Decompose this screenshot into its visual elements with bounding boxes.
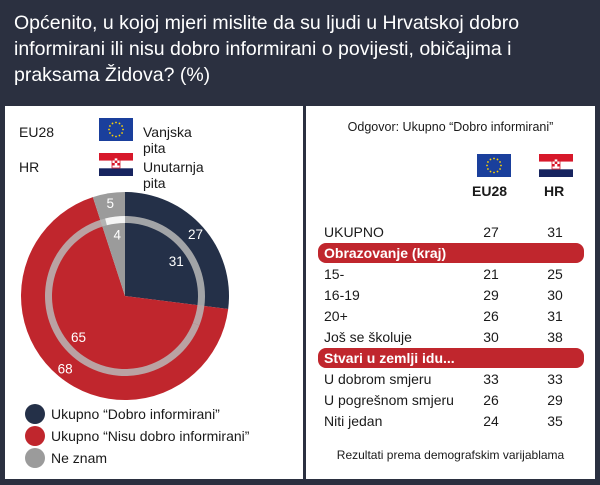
- data-label-hr-neznam: 4: [113, 227, 121, 242]
- col-header-hr: HR: [544, 183, 565, 199]
- legend-swatch-dobro: [25, 404, 45, 424]
- row-value-eu28: 27: [483, 224, 499, 240]
- row-value-hr: 35: [547, 413, 563, 429]
- data-label-hr-nisu: 65: [71, 330, 86, 345]
- row-label: U pogrešnom smjeru: [324, 392, 454, 408]
- ring-segment-hr-neznam: [105, 216, 125, 226]
- row-value-hr: 30: [547, 287, 563, 303]
- row-value-eu28: 26: [483, 392, 499, 408]
- eu-flag-icon: [477, 154, 511, 182]
- table-row: UKUPNO 27 31: [306, 221, 595, 242]
- left-panel: EU28 Vanjska pita HR Unutarnja pita 27 68…: [5, 106, 303, 479]
- table-row: 15- 21 25: [306, 263, 595, 284]
- row-value-eu28: 33: [483, 371, 499, 387]
- row-value-eu28: 30: [483, 329, 499, 345]
- data-label-hr-dobro: 31: [169, 254, 184, 269]
- row-label: 20+: [324, 308, 348, 324]
- table-row: Još se školuje 30 38: [306, 326, 595, 347]
- row-value-eu28: 29: [483, 287, 499, 303]
- eu-flag-icon: [99, 118, 133, 144]
- pie-slice-eu28-dobro: [125, 192, 229, 310]
- row-value-hr: 25: [547, 266, 563, 282]
- legend-hr-code: HR: [19, 159, 40, 175]
- croatia-flag-icon: [99, 153, 133, 179]
- right-panel: Odgovor: Ukupno “Dobro informirani” EU28…: [306, 106, 595, 479]
- row-value-hr: 38: [547, 329, 563, 345]
- table-row: Niti jedan 24 35: [306, 410, 595, 431]
- legend-swatch-nisu: [25, 426, 45, 446]
- data-label-eu28-dobro: 27: [188, 227, 203, 242]
- col-header-eu28: EU28: [472, 183, 508, 199]
- row-label: U dobrom smjeru: [324, 371, 432, 387]
- legend-label-dobro: Ukupno “Dobro informirani”: [51, 406, 220, 422]
- table-row: U pogrešnom smjeru 26 29: [306, 389, 595, 410]
- row-value-hr: 29: [547, 392, 563, 408]
- table-footer: Rezultati prema demografskim varijablama: [336, 448, 565, 462]
- row-value-hr: 33: [547, 371, 563, 387]
- table-title: Odgovor: Ukupno “Dobro informirani”: [347, 120, 554, 134]
- legend-hr-desc: Unutarnja pita: [143, 159, 204, 191]
- chart-title: Općenito, u kojoj mjeri mislite da su lj…: [14, 12, 520, 86]
- legend-eu28-code: EU28: [19, 124, 55, 140]
- legend-swatch-neznam: [25, 448, 45, 468]
- legend-eu28-desc: Vanjska pita: [143, 124, 192, 156]
- row-value-hr: 31: [547, 308, 563, 324]
- table-row: 20+ 26 31: [306, 305, 595, 326]
- header: Općenito, u kojoj mjeri mislite da su lj…: [0, 0, 600, 106]
- table-row: 16-19 29 30: [306, 284, 595, 305]
- legend-label-neznam: Ne znam: [51, 450, 108, 466]
- data-label-eu28-neznam: 5: [107, 196, 115, 211]
- row-label: Niti jedan: [324, 413, 383, 429]
- row-label: 16-19: [324, 287, 360, 303]
- data-label-eu28-nisu: 68: [58, 361, 73, 376]
- row-value-eu28: 26: [483, 308, 499, 324]
- section-header: Obrazovanje (kraj): [318, 243, 584, 263]
- row-label: 15-: [324, 266, 345, 282]
- table-row: U dobrom smjeru 33 33: [306, 368, 595, 389]
- pie-chart: 27 68 5 31 65 4: [21, 192, 229, 400]
- row-label: Još se školuje: [324, 329, 412, 345]
- row-value-eu28: 21: [483, 266, 499, 282]
- croatia-flag-icon: [539, 154, 573, 182]
- legend-label-nisu: Ukupno “Nisu dobro informirani”: [51, 428, 250, 444]
- row-label: UKUPNO: [324, 224, 384, 240]
- row-value-hr: 31: [547, 224, 563, 240]
- row-value-eu28: 24: [483, 413, 499, 429]
- section-header: Stvari u zemlji idu...: [318, 348, 584, 368]
- ring-segment-hr-dobro: [125, 216, 205, 326]
